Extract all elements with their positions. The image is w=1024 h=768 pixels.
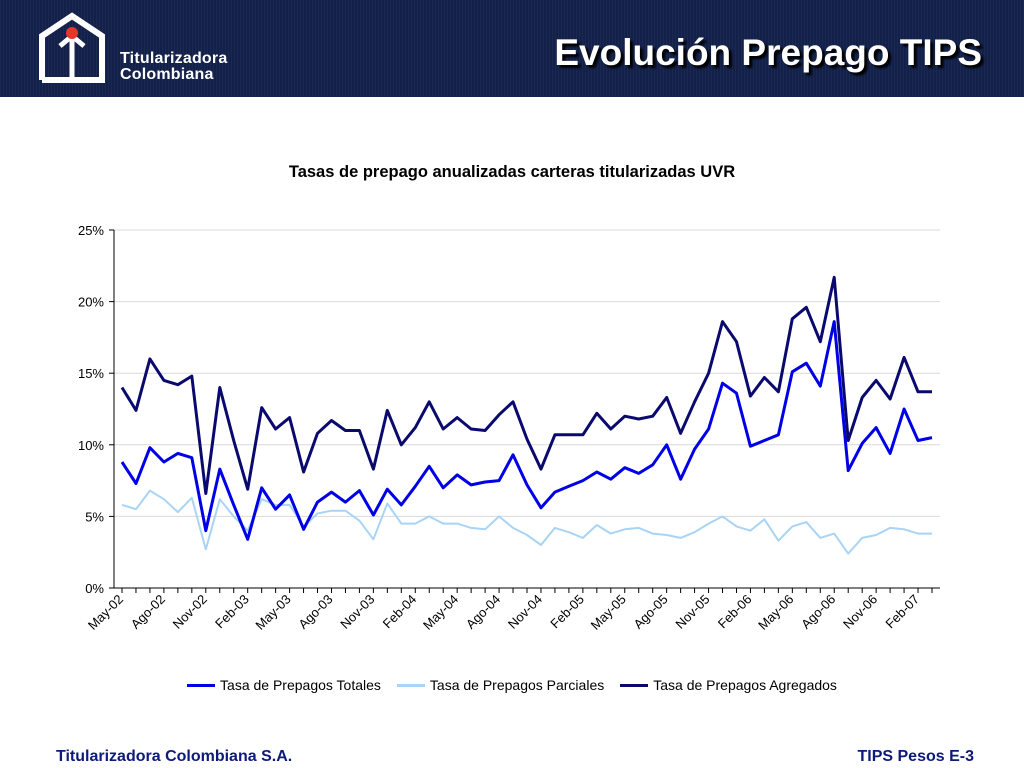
x-tick-label: Ago-02 [128,592,168,632]
chart-title: Tasas de prepago anualizadas carteras ti… [288,163,736,181]
x-tick-label: Nov-05 [672,592,712,632]
x-tick-label: Feb-03 [212,592,252,632]
x-tick-label: May-04 [420,592,461,633]
y-tick-label: 5% [85,509,104,524]
x-tick-label: Nov-03 [337,592,377,632]
x-tick-label: Ago-04 [463,592,503,632]
legend-label-parciales: Tasa de Prepagos Parciales [429,677,605,693]
legend-label-totales: Tasa de Prepagos Totales [220,677,381,693]
x-tick-label: May-02 [85,592,126,633]
x-tick-label: May-06 [755,592,796,633]
logo-text-line1: Titularizadora [120,50,228,67]
x-tick-label: May-03 [252,592,293,633]
y-tick-label: 10% [78,438,104,453]
x-tick-label: May-05 [588,592,629,633]
legend-item-totales: Tasa de Prepagos Totales [187,677,381,693]
x-axis-tick-labels: May-02 Ago-02 Nov-02 Feb-03 May-03 Ago-03 Nov-… [85,592,922,633]
y-tick-label: 20% [78,295,104,310]
y-axis-tick-labels: 0% 5% 10% 15% 20% 25% [78,223,104,596]
header-banner: Titularizadora Colombiana Evolución Prep… [0,0,1024,97]
x-tick-label: Nov-02 [170,592,210,632]
logo-text-line2: Colombiana [120,66,214,83]
logo-red-dot [66,27,78,39]
legend-swatch-totales [187,683,216,687]
chart-series [120,275,933,555]
series-line-0 [120,320,933,541]
y-tick-label: 0% [85,581,104,596]
legend-label-agregados: Tasa de Prepagos Agregados [653,677,837,693]
x-tick-label: Feb-04 [380,592,420,632]
slide-title: Evolución Prepago TIPS [554,32,982,73]
x-tick-label: Feb-06 [715,592,755,632]
x-tick-label: Ago-03 [295,592,335,632]
y-tick-label: 25% [78,223,104,238]
house-logo-icon [39,12,105,83]
series-line-2 [120,275,932,495]
x-tick-label: Feb-05 [547,592,587,632]
footer-company-name: Titularizadora Colombiana S.A. [56,748,293,765]
footer-page-label: TIPS Pesos E-3 [857,748,975,765]
legend-item-agregados: Tasa de Prepagos Agregados [620,677,837,693]
x-tick-label: Ago-06 [798,592,838,632]
x-tick-label: Ago-05 [631,592,671,632]
series-line-1 [121,489,932,555]
legend-swatch-agregados [620,683,649,687]
x-tick-label: Nov-04 [505,592,545,632]
chart-legend: Tasa de Prepagos Totales Tasa de Prepago… [0,677,1024,693]
chart-axes [109,229,940,593]
x-tick-label: Feb-07 [882,592,922,632]
legend-swatch-parciales [396,683,425,687]
y-tick-label: 15% [78,366,104,381]
x-tick-label: Nov-06 [840,592,880,632]
legend-item-parciales: Tasa de Prepagos Parciales [396,677,605,693]
grid-lines [114,229,940,517]
